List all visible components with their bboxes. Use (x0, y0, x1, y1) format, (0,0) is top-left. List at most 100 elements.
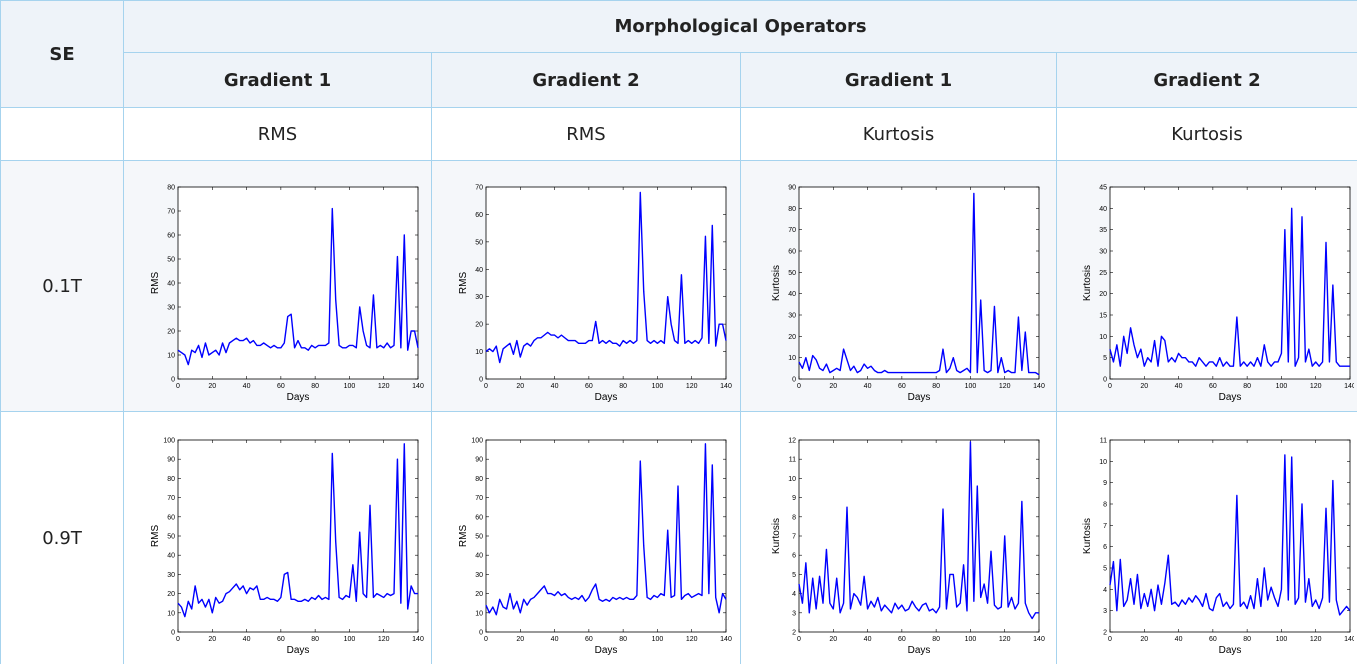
x-tick-label: 140 (1033, 383, 1045, 390)
x-tick-label: 140 (1344, 636, 1354, 643)
x-tick-label: 20 (208, 636, 216, 643)
x-tick-label: 60 (1209, 383, 1217, 390)
data-line (797, 192, 1039, 376)
y-axis-label: Kurtosis (771, 517, 782, 553)
x-tick-label: 0 (484, 383, 488, 390)
y-tick-label: 10 (475, 349, 483, 356)
x-tick-label: 40 (242, 383, 250, 390)
y-tick-label: 0 (792, 377, 796, 384)
x-tick-label: 80 (932, 383, 940, 390)
x-tick-label: 40 (1175, 636, 1183, 643)
y-axis-label: RMS (150, 524, 161, 547)
x-tick-label: 20 (829, 383, 837, 390)
y-tick-label: 20 (475, 591, 483, 598)
y-tick-label: 80 (475, 475, 483, 482)
y-tick-label: 0 (171, 377, 175, 384)
empty-cell (0, 107, 124, 161)
x-tick-label: 120 (686, 636, 698, 643)
y-tick-label: 50 (167, 257, 175, 264)
y-tick-label: 80 (788, 206, 796, 213)
data-line (797, 440, 1039, 619)
y-tick-label: 4 (792, 591, 796, 598)
plot-frame (798, 186, 1039, 380)
y-tick-label: 70 (788, 227, 796, 234)
y-tick-label: 40 (475, 552, 483, 559)
chart: 0 20 40 60 80 100 120 140 0 10 20 30 40 50 60 70 80 90 100… (458, 437, 732, 656)
y-tick-label: 70 (167, 209, 175, 216)
x-tick-label: 40 (551, 636, 559, 643)
x-tick-label: 140 (1033, 636, 1045, 643)
x-axis-label: Days (286, 645, 309, 656)
x-tick-label: 140 (720, 383, 732, 390)
x-axis-label: Days (595, 645, 618, 656)
x-tick-label: 0 (484, 636, 488, 643)
column-header: Gradient 1 (123, 52, 432, 108)
x-tick-label: 100 (964, 383, 976, 390)
x-tick-label: 20 (208, 383, 216, 390)
plot-frame (798, 439, 1039, 632)
data-line (485, 191, 727, 364)
plot-frame (177, 186, 418, 380)
chart-cell: 0 20 40 60 80 100 120 140 0 10 20 30 40 50 60 70 80 Days R… (123, 160, 432, 412)
y-tick-label: 25 (1099, 270, 1107, 277)
y-tick-label: 8 (792, 514, 796, 521)
y-tick-label: 50 (475, 533, 483, 540)
measure: RMS (123, 107, 432, 161)
y-tick-label: 80 (167, 185, 175, 192)
y-tick-label: 30 (1099, 249, 1107, 256)
y-tick-label: 60 (788, 249, 796, 256)
x-axis-label: Days (595, 392, 618, 403)
y-tick-label: 7 (792, 533, 796, 540)
y-tick-label: 9 (1103, 480, 1107, 487)
x-tick-label: 100 (343, 636, 355, 643)
x-tick-label: 120 (1310, 383, 1322, 390)
y-tick-label: 90 (788, 185, 796, 192)
x-tick-label: 40 (551, 383, 559, 390)
y-tick-label: 50 (167, 533, 175, 540)
y-axis-label: RMS (458, 272, 469, 295)
x-tick-label: 140 (1344, 383, 1354, 390)
x-tick-label: 20 (1140, 636, 1148, 643)
measure: Kurtosis (1055, 107, 1357, 161)
chart: 0 20 40 60 80 100 120 14001020304050607080DaysR… (150, 185, 424, 404)
x-tick-label: 0 (176, 636, 180, 643)
data-line (485, 442, 727, 615)
y-tick-label: 20 (167, 329, 175, 336)
measure: RMS (431, 107, 741, 161)
x-tick-label: 120 (998, 383, 1010, 390)
y-tick-label: 20 (1099, 291, 1107, 298)
x-tick-label: 20 (516, 636, 524, 643)
y-tick-label: 80 (167, 475, 175, 482)
y-tick-label: 0 (1103, 377, 1107, 384)
column-header: Gradient 2 (431, 52, 741, 108)
chart: 0 20 40 60 80 100 120 140 2 3 4 5 6 7 8 9 10 11 12 Days Kurt… (771, 437, 1045, 656)
x-tick-label: 120 (686, 383, 698, 390)
y-tick-label: 3 (792, 610, 796, 617)
chart-cell: 0 20 40 60 80 100 120 140 0 10 20 30 40 50 60 70 80 90 Day… (740, 160, 1057, 412)
y-tick-label: 90 (167, 456, 175, 463)
x-tick-label: 100 (1276, 636, 1288, 643)
x-tick-label: 120 (377, 383, 389, 390)
y-tick-label: 60 (167, 233, 175, 240)
measure: Kurtosis (740, 107, 1057, 161)
y-tick-label: 50 (788, 270, 796, 277)
x-tick-label: 80 (619, 636, 627, 643)
plot-frame (1109, 439, 1351, 632)
chart: 0 20 40 60 80 100 120 140 2 3 4 5 6 7 8 9 10 11 Days Kurtos… (1082, 437, 1356, 656)
x-tick-label: 80 (1243, 636, 1251, 643)
y-tick-label: 5 (792, 571, 796, 578)
chart-cell: 0 20 40 60 80 100 120 140 0 10 20 30 40 50 60 70 Days RMS (431, 160, 741, 412)
chart-cell: 0 20 40 60 80 100 120 140 0 10 20 30 40 50 60 70 80 90 100… (123, 411, 432, 664)
y-tick-label: 20 (788, 334, 796, 341)
data-line (177, 207, 419, 366)
y-tick-label: 100 (471, 437, 483, 444)
y-tick-label: 10 (788, 355, 796, 362)
x-tick-label: 100 (964, 636, 976, 643)
y-tick-label: 0 (171, 629, 175, 636)
x-tick-label: 0 (797, 383, 801, 390)
x-tick-label: 100 (652, 636, 664, 643)
x-tick-label: 60 (276, 636, 284, 643)
chart-cell: 0 20 40 60 80 100 120 140 2 3 4 5 6 7 8 9 10 11 Days Kurtos… (1055, 411, 1357, 664)
y-axis-label: Kurtosis (1082, 517, 1093, 553)
